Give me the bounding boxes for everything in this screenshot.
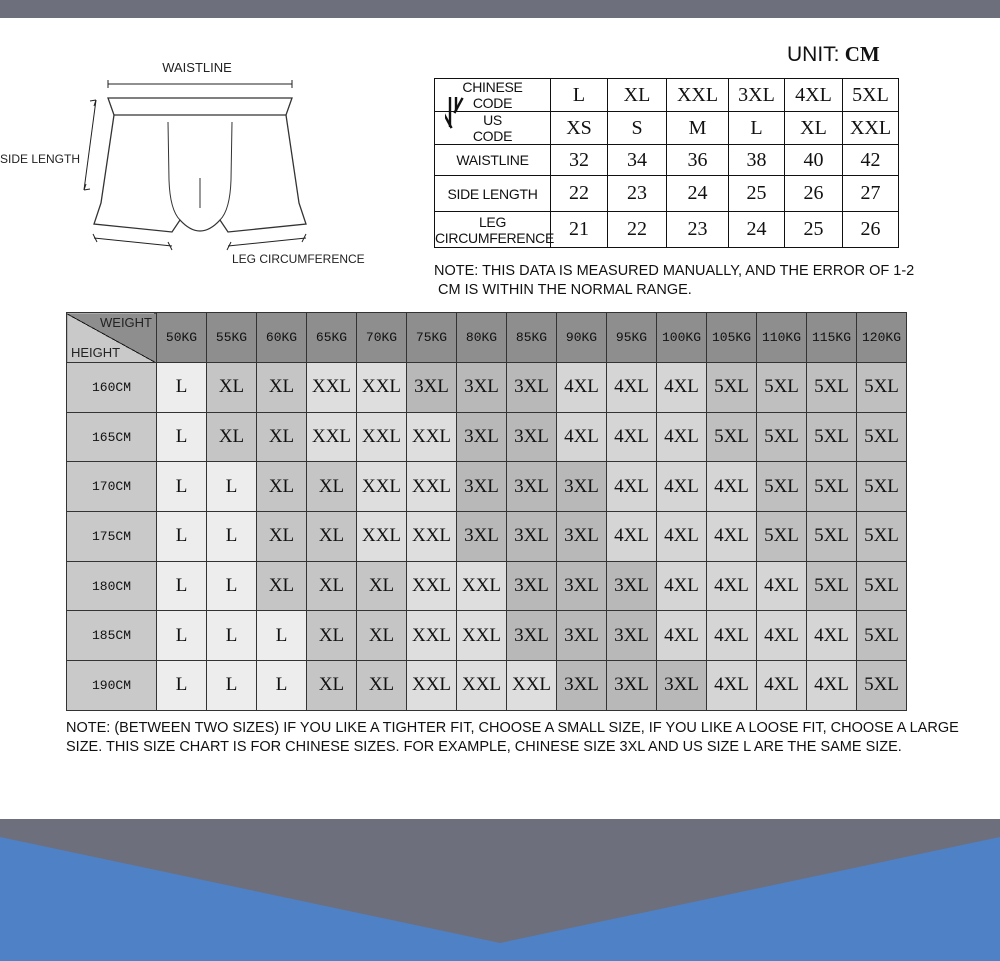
svg-text:SIDE LENGTH: SIDE LENGTH [0, 152, 80, 166]
svg-text:WAISTLINE: WAISTLINE [162, 60, 232, 75]
svg-text:LEG CIRCUMFERENCE: LEG CIRCUMFERENCE [232, 252, 365, 266]
